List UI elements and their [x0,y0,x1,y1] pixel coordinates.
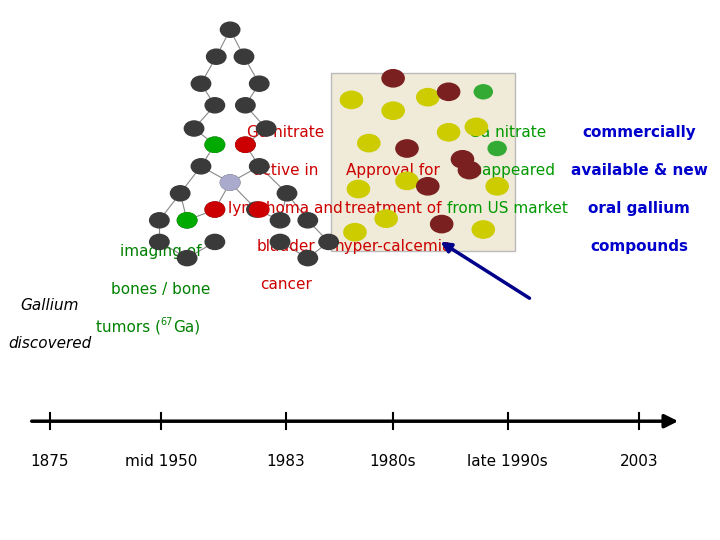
Circle shape [344,224,366,241]
Text: disappeared: disappeared [460,163,555,178]
Circle shape [474,85,492,99]
Circle shape [177,213,197,228]
Circle shape [207,49,226,64]
Circle shape [205,137,225,152]
Circle shape [247,202,266,217]
Text: commercially: commercially [582,125,696,140]
Circle shape [417,178,439,195]
Text: active in: active in [253,163,318,178]
Circle shape [250,76,269,91]
Text: 67: 67 [161,316,173,327]
Circle shape [319,234,338,249]
Text: bladder: bladder [256,239,315,254]
Circle shape [184,121,204,136]
Circle shape [250,202,269,217]
Text: Gallium: Gallium [20,298,79,313]
Circle shape [220,22,240,37]
Text: bones / bone: bones / bone [111,282,210,297]
Circle shape [235,98,255,113]
Text: tumors (: tumors ( [96,320,161,335]
Circle shape [347,180,369,198]
Circle shape [250,159,269,174]
Circle shape [235,137,255,152]
Circle shape [205,137,225,152]
Circle shape [486,178,508,195]
Text: lymphoma and: lymphoma and [228,201,343,216]
Text: discovered: discovered [8,336,91,351]
Text: Ga nitrate: Ga nitrate [247,125,324,140]
Circle shape [150,234,169,249]
Circle shape [235,137,255,152]
Circle shape [382,70,404,87]
Circle shape [431,215,453,233]
Circle shape [488,141,506,156]
Text: from US market: from US market [447,201,568,216]
Circle shape [192,159,211,174]
Text: oral gallium: oral gallium [588,201,690,216]
Text: Ga nitrate: Ga nitrate [469,125,546,140]
Circle shape [277,186,297,201]
Circle shape [298,251,318,266]
Text: available & new: available & new [571,163,708,178]
Circle shape [205,234,225,249]
Text: hyper-calcemia: hyper-calcemia [334,239,452,254]
Circle shape [270,234,289,249]
Circle shape [417,89,439,106]
Text: mid 1950: mid 1950 [125,454,197,469]
Circle shape [177,251,197,266]
Circle shape [438,124,459,141]
Circle shape [205,202,225,217]
Text: cancer: cancer [260,276,312,292]
Circle shape [150,213,169,228]
Circle shape [465,118,487,136]
Text: 1983: 1983 [266,454,305,469]
Circle shape [341,91,363,109]
Circle shape [358,134,380,152]
Circle shape [382,102,404,119]
Text: treatment of: treatment of [345,201,441,216]
Circle shape [375,210,397,227]
Circle shape [256,121,276,136]
Bar [330,73,515,251]
Circle shape [451,151,474,168]
Text: compounds: compounds [590,239,688,254]
Text: Approval for: Approval for [346,163,440,178]
Text: 1875: 1875 [30,454,69,469]
Circle shape [205,98,225,113]
Circle shape [396,140,418,157]
Text: Ga): Ga) [174,320,200,335]
Circle shape [438,83,459,100]
Text: late 1990s: late 1990s [467,454,548,469]
Circle shape [396,172,418,190]
Text: 2003: 2003 [620,454,659,469]
Circle shape [171,186,190,201]
Circle shape [220,175,240,190]
Circle shape [205,202,225,217]
Circle shape [459,161,480,179]
Circle shape [234,49,253,64]
Text: 1980s: 1980s [370,454,416,469]
Circle shape [192,76,211,91]
Circle shape [220,175,240,190]
Circle shape [177,213,197,228]
Circle shape [472,221,495,238]
Circle shape [298,213,318,228]
Text: imaging of: imaging of [120,244,202,259]
Circle shape [270,213,289,228]
